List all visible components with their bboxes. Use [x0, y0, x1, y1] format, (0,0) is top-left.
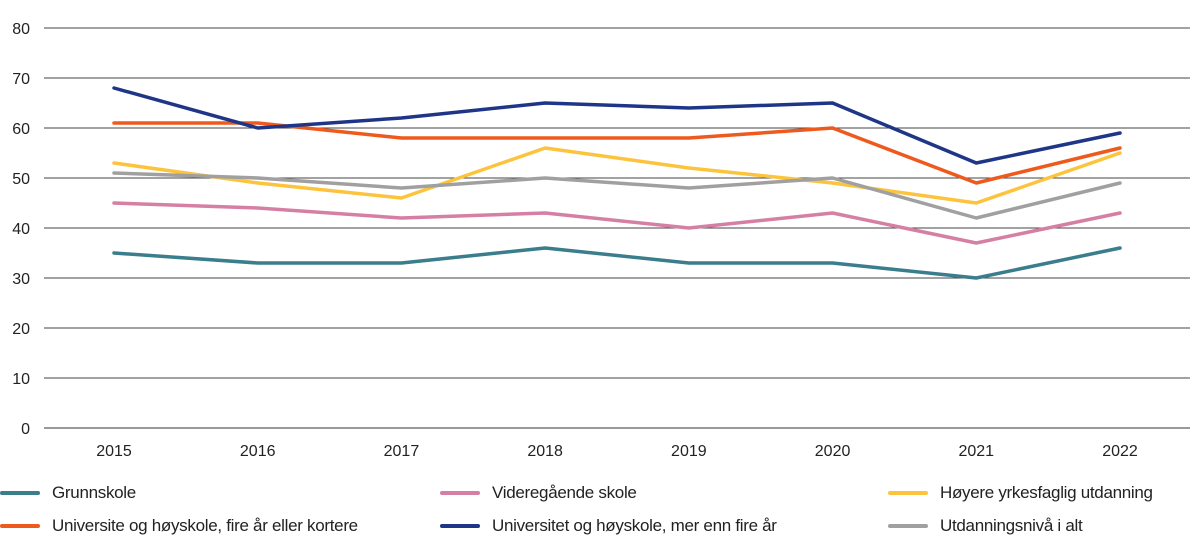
data-point — [543, 246, 547, 250]
series-line-4 — [112, 86, 1122, 165]
data-point — [256, 121, 260, 125]
y-tick-label: 80 — [12, 21, 30, 38]
legend-swatch — [888, 524, 928, 528]
data-point — [543, 136, 547, 140]
data-point — [256, 176, 260, 180]
data-point — [112, 161, 116, 165]
y-tick-label: 50 — [12, 171, 30, 188]
legend-label: Høyere yrkesfaglig utdanning — [940, 483, 1153, 502]
x-tick-label: 2018 — [527, 443, 563, 460]
data-point — [831, 101, 835, 105]
data-point — [1118, 131, 1122, 135]
legend-swatch — [0, 524, 40, 528]
data-point — [1118, 246, 1122, 250]
data-point — [687, 186, 691, 190]
data-point — [831, 211, 835, 215]
data-point — [687, 136, 691, 140]
data-point — [831, 126, 835, 130]
data-point — [112, 201, 116, 205]
data-point — [112, 251, 116, 255]
data-point — [543, 176, 547, 180]
series-line-0 — [112, 246, 1122, 280]
legend-item: Utdanningsnivå i alt — [888, 516, 1083, 536]
x-tick-label: 2022 — [1102, 443, 1138, 460]
y-tick-label: 60 — [12, 121, 30, 138]
data-point — [399, 261, 403, 265]
data-point — [399, 196, 403, 200]
data-point — [974, 276, 978, 280]
x-tick-label: 2021 — [958, 443, 994, 460]
x-tick-label: 2016 — [240, 443, 276, 460]
line-chart: 0 10 20 30 40 50 60 70 80 2015 2016 2017 2018 2019 202… — [12, 21, 1190, 460]
data-point — [1118, 151, 1122, 155]
series-line-2 — [112, 146, 1122, 205]
data-point — [399, 116, 403, 120]
legend-item: Videregående skole — [440, 483, 637, 503]
data-point — [399, 136, 403, 140]
legend-label: Grunnskole — [52, 483, 136, 502]
legend-item: Universite og høyskole, fire år eller ko… — [0, 516, 358, 536]
legend-item: Universitet og høyskole, mer enn fire år — [440, 516, 777, 536]
legend-label: Universite og høyskole, fire år eller ko… — [52, 516, 358, 535]
y-tick-label: 70 — [12, 71, 30, 88]
x-tick-label: 2015 — [96, 443, 132, 460]
y-tick-label: 10 — [12, 371, 30, 388]
x-tick-label: 2020 — [815, 443, 851, 460]
data-point — [399, 216, 403, 220]
data-point — [974, 216, 978, 220]
data-point — [687, 106, 691, 110]
data-point — [112, 121, 116, 125]
y-tick-label: 40 — [12, 221, 30, 238]
data-point — [687, 166, 691, 170]
series-line-5 — [112, 171, 1122, 220]
x-tick-label: 2019 — [671, 443, 707, 460]
data-point — [543, 211, 547, 215]
legend-swatch — [440, 524, 480, 528]
data-point — [112, 171, 116, 175]
data-point — [974, 241, 978, 245]
data-point — [543, 101, 547, 105]
legend-swatch — [440, 491, 480, 495]
data-point — [256, 261, 260, 265]
x-tick-label: 2017 — [384, 443, 420, 460]
legend-swatch — [888, 491, 928, 495]
data-point — [974, 181, 978, 185]
data-point — [256, 126, 260, 130]
data-point — [687, 261, 691, 265]
data-point — [1118, 211, 1122, 215]
legend-item: Høyere yrkesfaglig utdanning — [888, 483, 1153, 503]
legend-item: Grunnskole — [0, 483, 136, 503]
data-point — [256, 206, 260, 210]
data-point — [831, 181, 835, 185]
y-tick-label: 20 — [12, 321, 30, 338]
y-tick-label: 0 — [21, 421, 30, 438]
data-point — [1118, 181, 1122, 185]
legend-label: Videregående skole — [492, 483, 637, 502]
data-point — [687, 226, 691, 230]
series-line-1 — [112, 201, 1122, 245]
legend-swatch — [0, 491, 40, 495]
legend-label: Universitet og høyskole, mer enn fire år — [492, 516, 777, 535]
data-point — [543, 146, 547, 150]
series-line-3 — [112, 121, 1122, 185]
y-tick-label: 30 — [12, 271, 30, 288]
data-point — [974, 201, 978, 205]
data-point — [831, 261, 835, 265]
legend-label: Utdanningsnivå i alt — [940, 516, 1083, 535]
data-point — [399, 186, 403, 190]
data-point — [256, 181, 260, 185]
data-point — [831, 176, 835, 180]
data-point — [1118, 146, 1122, 150]
data-point — [974, 161, 978, 165]
data-point — [112, 86, 116, 90]
